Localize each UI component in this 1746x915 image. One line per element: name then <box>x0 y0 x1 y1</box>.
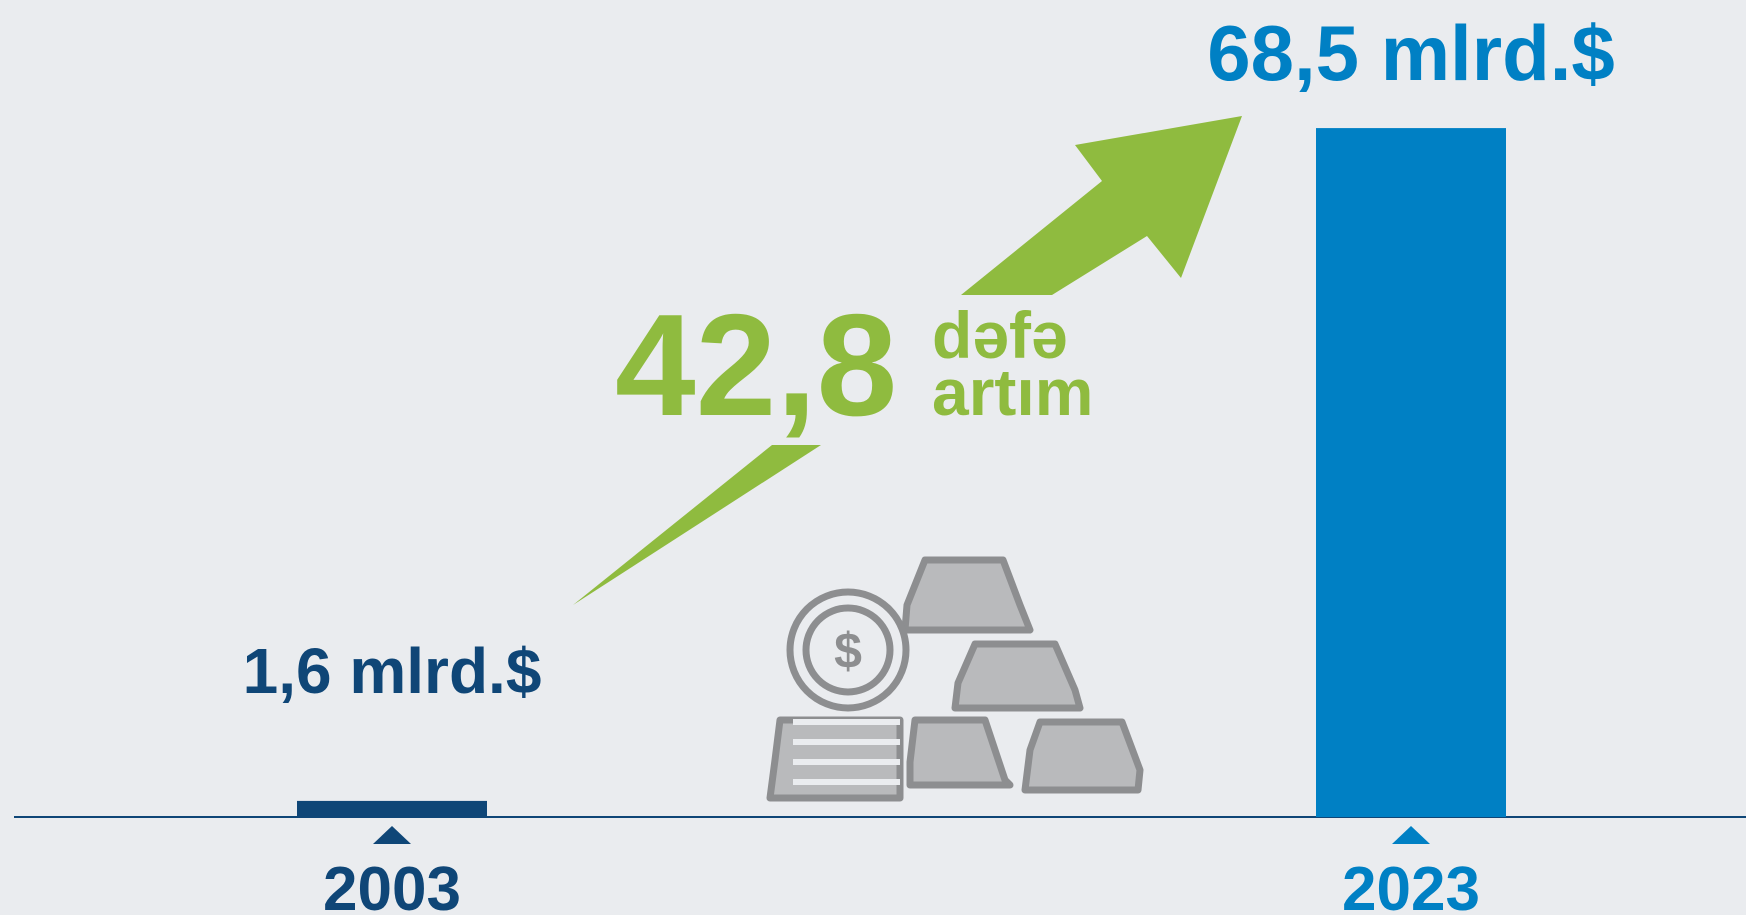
icon-lines <box>793 719 900 785</box>
svg-text:$: $ <box>834 623 862 679</box>
bar <box>297 800 487 817</box>
annotation-number: 42,8 <box>615 284 897 446</box>
growth-arrow <box>573 116 1242 605</box>
tick-caret <box>373 826 411 844</box>
x-tick-label: 2003 <box>323 855 461 915</box>
tick-caret <box>1392 826 1430 844</box>
value-label: 68,5 mlrd.$ <box>1207 9 1615 97</box>
annotation-text: artım <box>932 355 1093 429</box>
bar <box>1316 128 1506 818</box>
annotation-text: dəfə <box>932 298 1068 372</box>
x-tick-label: 2023 <box>1342 855 1480 915</box>
value-label: 1,6 mlrd.$ <box>243 635 542 707</box>
money-icon: $ <box>766 556 1144 802</box>
